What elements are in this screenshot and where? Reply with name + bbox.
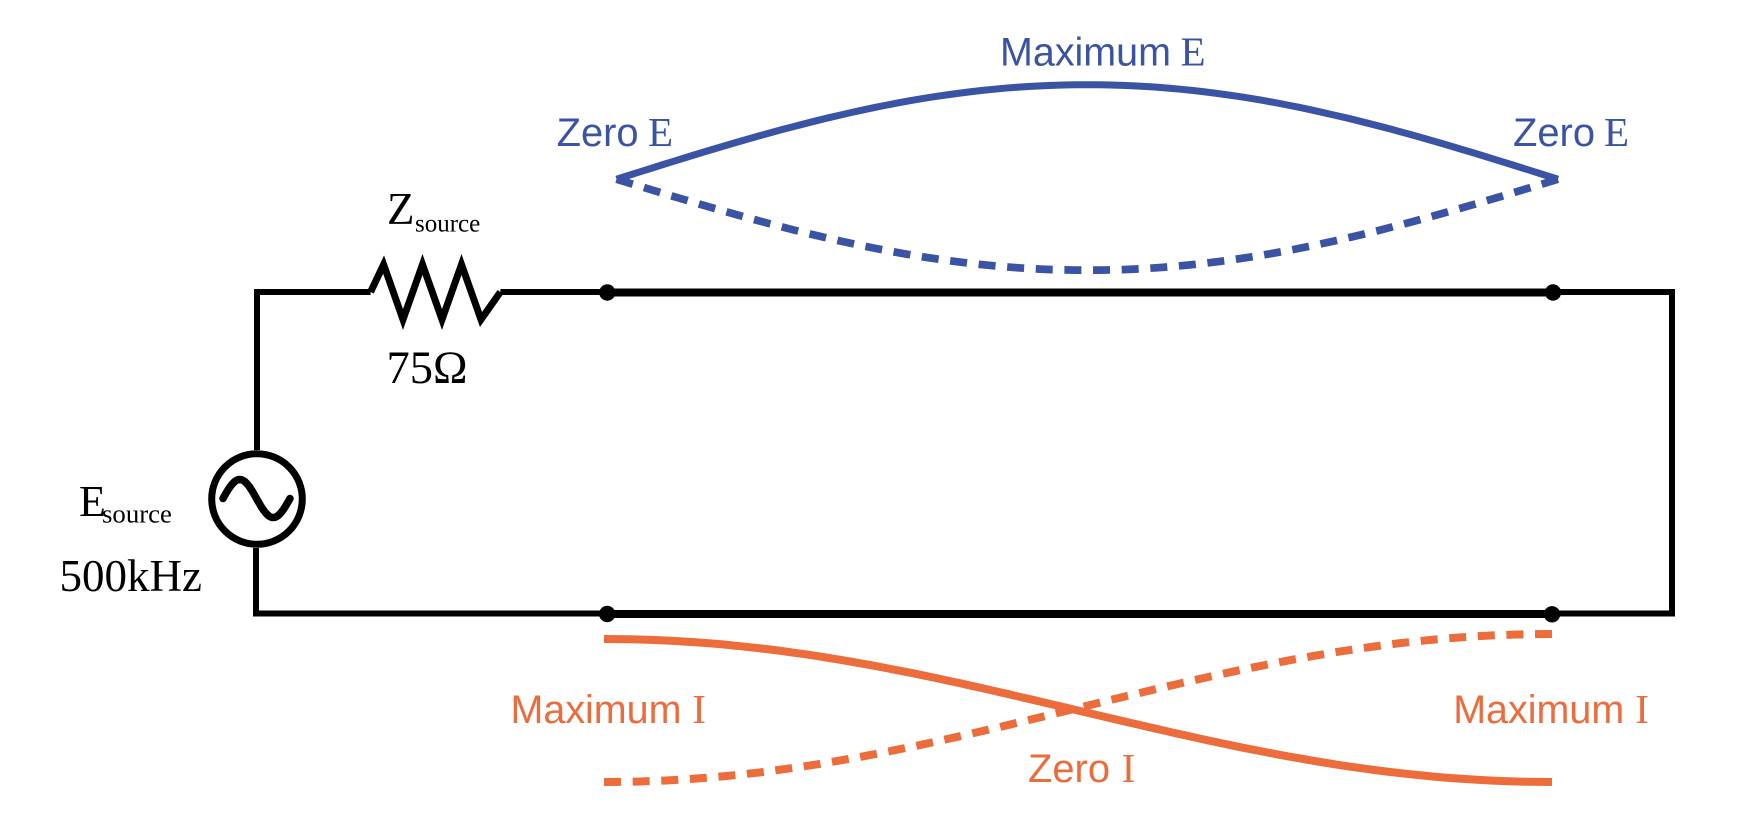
svg-text:75Ω: 75Ω <box>387 343 468 394</box>
svg-text:E: E <box>1604 109 1629 155</box>
svg-text:I: I <box>692 686 706 732</box>
svg-text:source: source <box>102 499 172 529</box>
svg-text:Maximum: Maximum <box>1453 688 1624 732</box>
svg-text:I: I <box>1122 745 1136 791</box>
svg-text:I: I <box>1635 686 1649 732</box>
svg-text:Zero: Zero <box>557 111 639 155</box>
svg-text:Zero: Zero <box>1513 111 1595 155</box>
svg-text:E: E <box>79 477 106 526</box>
svg-text:E: E <box>1181 29 1206 75</box>
svg-text:source: source <box>415 211 480 238</box>
svg-text:Zero: Zero <box>1028 747 1110 791</box>
svg-text:Z: Z <box>387 184 415 234</box>
svg-text:Maximum: Maximum <box>1000 31 1171 75</box>
svg-text:500kHz: 500kHz <box>60 551 202 601</box>
svg-text:E: E <box>648 109 673 155</box>
svg-text:Maximum: Maximum <box>511 688 682 732</box>
